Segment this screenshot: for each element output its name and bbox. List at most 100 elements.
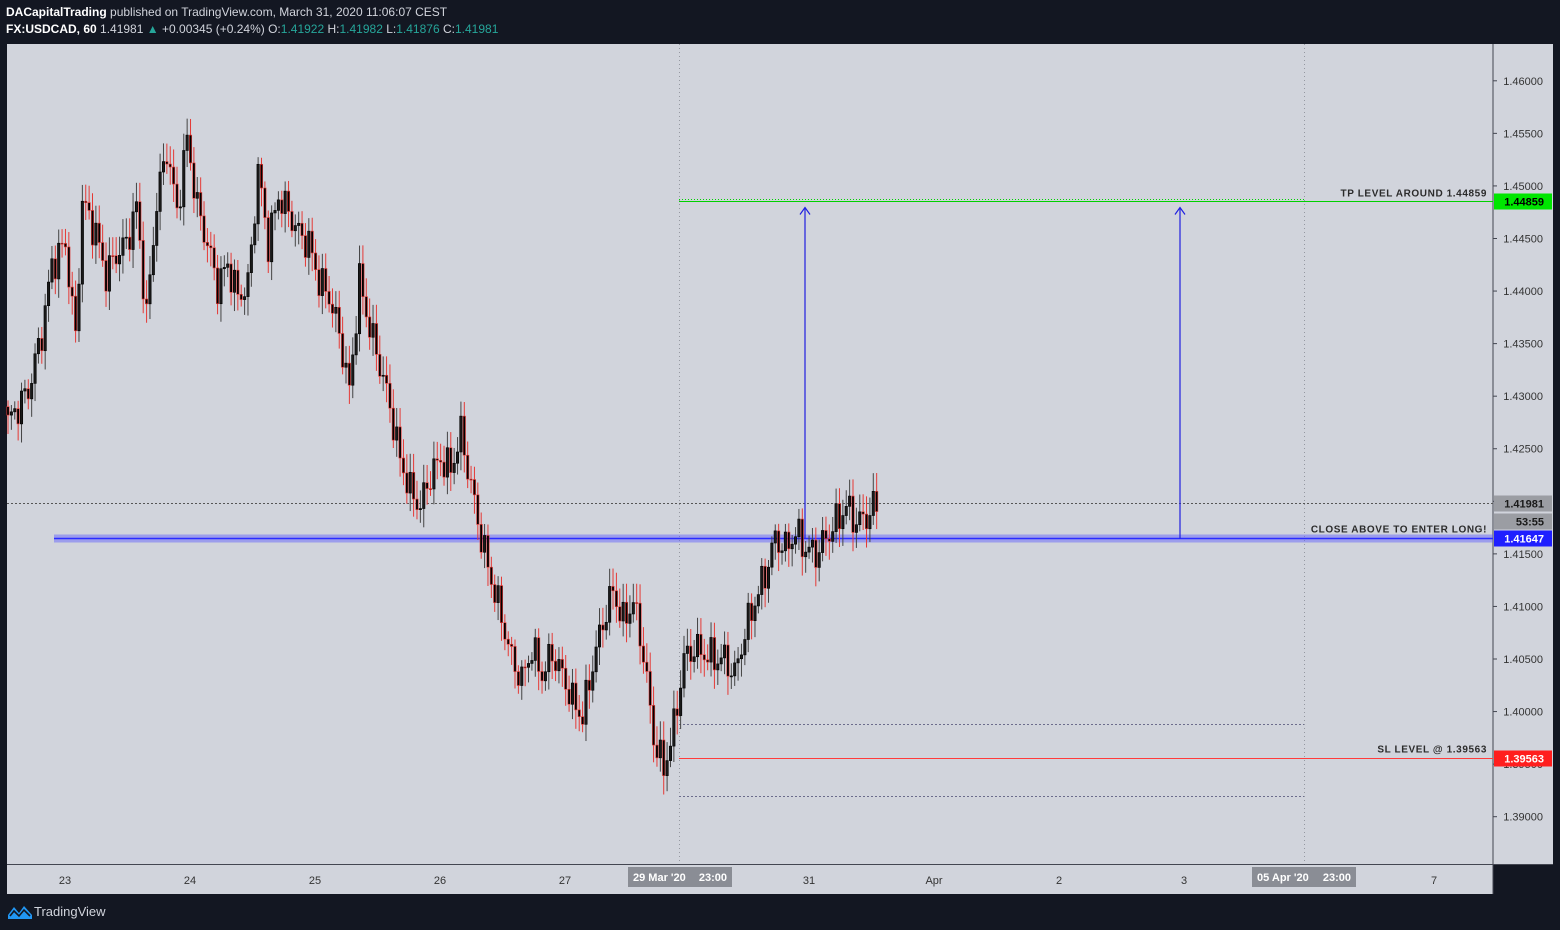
candle-body <box>844 506 848 516</box>
candle-body <box>111 255 115 257</box>
candle-body <box>611 586 615 592</box>
author-name[interactable]: DACapitalTrading <box>6 5 107 19</box>
projection-arrows[interactable] <box>799 206 1186 539</box>
candle-body <box>577 709 581 717</box>
time-range-highlight <box>628 867 732 887</box>
candle-body <box>168 163 172 168</box>
candle-body <box>121 237 125 256</box>
candle-body <box>547 643 551 673</box>
candle-body <box>388 383 392 409</box>
tradingview-brand[interactable]: TradingView <box>34 904 106 919</box>
candle-body <box>560 659 564 669</box>
x-tick-label: 7 <box>1431 875 1437 887</box>
candle-body <box>794 536 798 545</box>
candle-body <box>182 150 186 208</box>
candle-body <box>80 200 84 285</box>
candle-body <box>760 565 764 595</box>
candle-body <box>415 498 419 510</box>
candle-body <box>652 705 656 746</box>
countdown-badge-bg <box>1494 513 1552 530</box>
candle-body <box>371 323 375 338</box>
price-chart[interactable]: 1.46000 1.45500 1.45000 1.44500 1.44000 1.435… <box>0 44 1560 894</box>
published-text: published on TradingView.com, March 31, … <box>110 5 448 19</box>
candle-body <box>699 633 703 656</box>
candle-body <box>753 605 757 622</box>
candle-body <box>513 646 517 672</box>
candle-body <box>810 539 814 548</box>
candle-body <box>827 538 831 542</box>
candle-body <box>476 494 480 525</box>
candle-body <box>750 602 754 622</box>
y-tick-label: 1.43000 <box>1503 391 1543 403</box>
candle-body <box>712 637 716 671</box>
candle-body <box>256 163 260 225</box>
candle-body <box>868 515 872 530</box>
candle-body <box>209 245 213 249</box>
candle-body <box>736 658 740 664</box>
candle-body <box>557 659 561 672</box>
candle-body <box>104 260 108 292</box>
candle-body <box>36 338 40 355</box>
open-value: 1.41922 <box>280 22 325 36</box>
candle-body <box>368 316 372 338</box>
candle-body <box>554 660 558 672</box>
candle-body <box>527 663 531 668</box>
y-tick-label: 1.41500 <box>1503 549 1543 561</box>
price-axis[interactable] <box>1493 44 1553 864</box>
candle-body <box>530 660 534 664</box>
candle-body <box>428 488 432 490</box>
sl-price-badge: 1.39563 <box>1504 754 1544 766</box>
candle-body <box>158 171 162 212</box>
candle-body <box>226 263 230 268</box>
candle-body <box>564 667 568 690</box>
x-tick-label: 26 <box>434 875 446 887</box>
candle-body <box>726 644 730 677</box>
candle-body <box>472 479 476 496</box>
candle-body <box>459 415 463 453</box>
candle-body <box>746 602 750 640</box>
candle-body <box>574 682 578 711</box>
candle-body <box>516 671 520 686</box>
candle-body <box>97 222 101 243</box>
candle-body <box>246 272 250 297</box>
candle-body <box>743 639 747 656</box>
y-tick-label: 1.42500 <box>1503 444 1543 456</box>
candle-body <box>114 255 118 265</box>
candle-body <box>533 637 537 661</box>
entry-price-badge: 1.41647 <box>1504 534 1544 546</box>
candle-body <box>84 200 88 203</box>
candle-body <box>483 535 487 553</box>
candle-body <box>314 252 318 270</box>
entry-price-badge-bg <box>1494 530 1552 547</box>
candle-body <box>462 415 466 456</box>
candle-body <box>503 622 507 640</box>
candle-body <box>645 661 649 672</box>
close-value: 1.41981 <box>454 22 499 36</box>
candle-body <box>337 306 341 334</box>
candle-body <box>780 550 784 553</box>
candle-body <box>334 306 338 314</box>
candle-body <box>138 201 142 241</box>
candle-body <box>192 162 196 199</box>
time-axis[interactable] <box>7 864 1493 894</box>
candle-body <box>216 267 220 305</box>
candle-body <box>597 624 601 648</box>
tradingview-logo-icon[interactable] <box>8 903 32 919</box>
candle-body <box>320 268 324 296</box>
candle-body <box>543 671 547 682</box>
symbol-interval[interactable]: FX:USDCAD, 60 <box>6 22 97 36</box>
candle-body <box>378 354 382 377</box>
candle-body <box>807 546 811 553</box>
candle-body <box>354 333 358 356</box>
plot-area[interactable] <box>7 44 1493 864</box>
candle-body <box>222 267 226 270</box>
high-value: 1.41982 <box>339 22 383 36</box>
candle-body <box>567 688 571 705</box>
countdown-badge: 53:55 <box>1516 517 1544 529</box>
candle-body <box>107 255 111 292</box>
candle-body <box>30 383 34 400</box>
x-tick-label: 24 <box>184 875 196 887</box>
candle-body <box>195 192 199 199</box>
candle-body <box>777 530 781 553</box>
candle-body <box>67 246 71 288</box>
